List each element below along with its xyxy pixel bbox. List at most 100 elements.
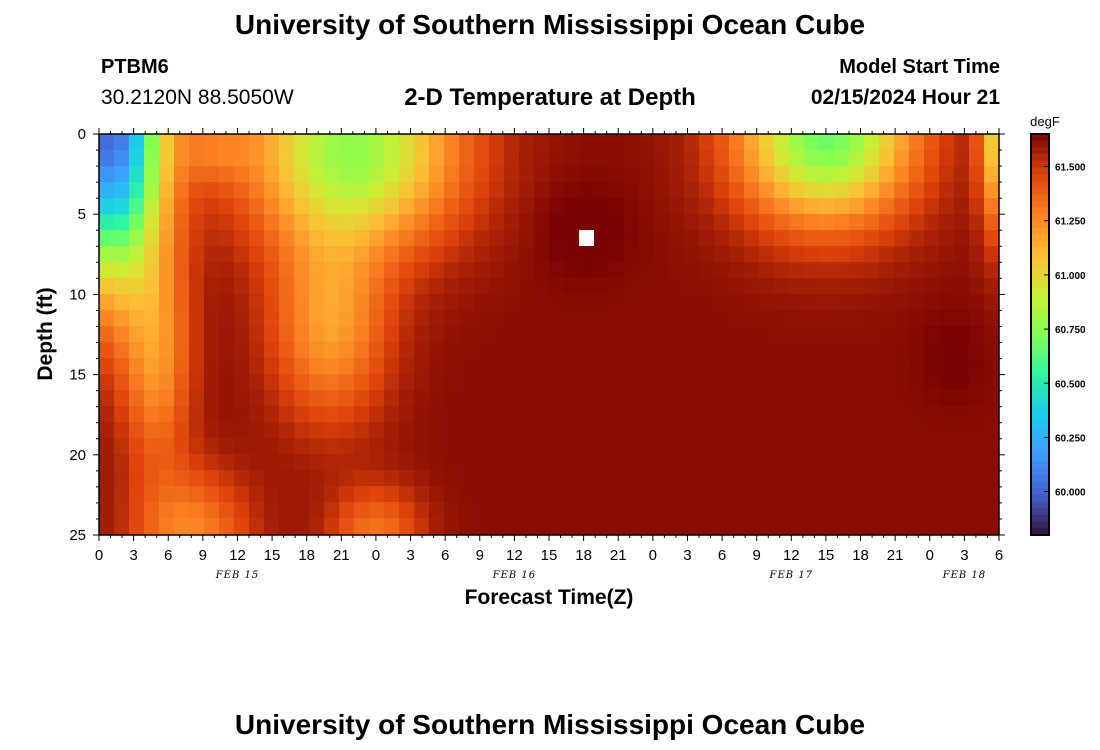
heatmap-cell [384, 198, 400, 216]
heatmap-cell [564, 518, 580, 536]
colorbar-segment [1031, 200, 1049, 209]
heatmap-cell [189, 182, 205, 200]
heatmap-cell [174, 438, 190, 456]
heatmap-cell [144, 390, 160, 408]
colorbar-segment [1031, 247, 1049, 255]
heatmap-cell [894, 422, 910, 440]
heatmap-cell [399, 358, 416, 376]
heatmap-cell [519, 486, 535, 504]
x-tick-label: 18 [575, 547, 592, 564]
x-tick-label: 0 [926, 547, 934, 564]
heatmap-cell [219, 518, 236, 536]
heatmap-cell [579, 502, 595, 520]
heatmap-cell [534, 454, 550, 472]
heatmap-cell [939, 374, 955, 392]
heatmap-cell [819, 326, 835, 344]
heatmap-cell [819, 390, 835, 408]
heatmap-cell [219, 278, 236, 296]
heatmap-cell [609, 198, 625, 216]
heatmap-cell [819, 454, 835, 472]
heatmap-cell [129, 502, 145, 520]
heatmap-cell [354, 342, 371, 360]
heatmap-cell [639, 422, 655, 440]
heatmap-cell [774, 470, 790, 488]
heatmap-cell [984, 390, 1000, 408]
heatmap-cell [954, 374, 971, 392]
colorbar-segment [1031, 461, 1049, 469]
heatmap-cell [984, 470, 1000, 488]
heatmap-cell [294, 374, 310, 392]
heatmap-cell [294, 438, 310, 456]
heatmap-cell [429, 310, 445, 328]
heatmap-cell [129, 182, 145, 200]
heatmap-cell [549, 518, 565, 536]
heatmap-cell [639, 310, 655, 328]
heatmap-cell [864, 406, 880, 424]
heatmap-cell [969, 246, 985, 264]
colorbar-segment [1031, 488, 1049, 496]
heatmap-cell [99, 470, 115, 488]
heatmap-cell [594, 518, 610, 536]
heatmap-cell [219, 502, 236, 520]
heatmap-cell [174, 374, 190, 392]
heatmap-cell [99, 422, 115, 440]
heatmap-cell [954, 262, 971, 280]
heatmap-cell [969, 406, 985, 424]
heatmap-cell [894, 262, 910, 280]
heatmap-cell [249, 358, 265, 376]
heatmap-cell [564, 326, 580, 344]
heatmap-cell [909, 150, 925, 168]
colorbar-segment [1031, 274, 1049, 282]
heatmap-cell [114, 502, 130, 520]
heatmap-cell [444, 342, 460, 360]
heatmap-cell [969, 342, 985, 360]
heatmap-cell [429, 182, 445, 200]
heatmap-cell [534, 518, 550, 536]
colorbar-segment [1031, 354, 1049, 362]
colorbar-segment [1031, 180, 1049, 189]
heatmap-cell [219, 470, 236, 488]
heatmap-cell [879, 262, 896, 280]
heatmap-cell [189, 262, 205, 280]
heatmap-cell [324, 230, 340, 248]
heatmap-cell [174, 262, 190, 280]
heatmap-cell [729, 150, 745, 168]
heatmap-cell [174, 406, 190, 424]
heatmap-cell [549, 278, 565, 296]
heatmap-cell [234, 342, 251, 360]
heatmap-cell [249, 486, 265, 504]
heatmap-cell [474, 310, 490, 328]
heatmap-cell [759, 438, 775, 456]
heatmap-cell [279, 406, 295, 424]
heatmap-cell [624, 326, 640, 344]
colorbar-segment [1031, 207, 1049, 215]
heatmap-cell [384, 134, 400, 152]
heatmap-cell [714, 438, 731, 456]
heatmap-cell [639, 294, 655, 312]
heatmap-cell [774, 150, 790, 168]
heatmap-cell [294, 278, 310, 296]
heatmap-cell [279, 198, 295, 216]
heatmap-cell [684, 438, 700, 456]
heatmap-cell [639, 182, 655, 200]
heatmap-cell [234, 230, 251, 248]
heatmap-cell [984, 310, 1000, 328]
heatmap-cell [699, 454, 715, 472]
heatmap-cell [789, 470, 805, 488]
heatmap-cell [759, 454, 775, 472]
heatmap-cell [924, 310, 940, 328]
heatmap-cell [429, 230, 445, 248]
heatmap-cell [624, 342, 640, 360]
heatmap-cell [294, 454, 310, 472]
heatmap-cell [399, 262, 416, 280]
colorbar-segment [1031, 327, 1049, 336]
heatmap-cell [324, 326, 340, 344]
heatmap-cell [489, 262, 505, 280]
heatmap-cell [819, 150, 835, 168]
heatmap-cell [684, 326, 700, 344]
heatmap-cell [414, 502, 430, 520]
heatmap-cell [264, 326, 280, 344]
y-tick-label: 0 [78, 126, 86, 143]
heatmap-cell [864, 358, 880, 376]
heatmap-cell [774, 518, 790, 536]
